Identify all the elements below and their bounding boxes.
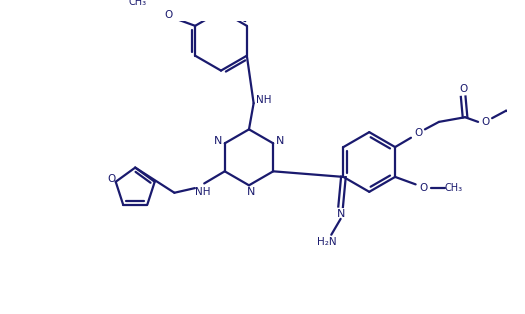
Text: O: O xyxy=(164,10,172,20)
Text: O: O xyxy=(459,84,467,94)
Text: NH: NH xyxy=(195,187,210,197)
Text: H₂N: H₂N xyxy=(317,237,337,247)
Text: N: N xyxy=(247,187,255,197)
Text: N: N xyxy=(337,209,345,219)
Text: O: O xyxy=(481,117,490,127)
Text: O: O xyxy=(414,128,423,138)
Text: CH₃: CH₃ xyxy=(445,183,463,193)
Text: O: O xyxy=(419,183,427,193)
Text: NH: NH xyxy=(256,95,271,105)
Text: CH₃: CH₃ xyxy=(128,0,146,7)
Text: N: N xyxy=(276,136,284,146)
Text: O: O xyxy=(107,174,115,184)
Text: N: N xyxy=(214,136,223,146)
